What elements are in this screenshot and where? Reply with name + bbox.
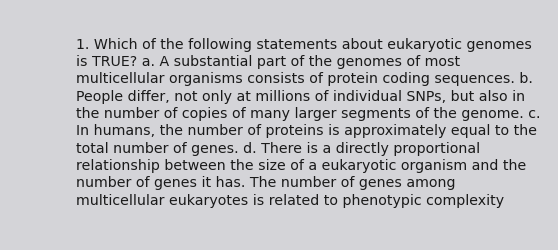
Text: the number of copies of many larger segments of the genome. c.: the number of copies of many larger segm… [76, 107, 541, 121]
Text: multicellular eukaryotes is related to phenotypic complexity: multicellular eukaryotes is related to p… [76, 193, 504, 207]
Text: multicellular organisms consists of protein coding sequences. b.: multicellular organisms consists of prot… [76, 72, 533, 86]
Text: 1. Which of the following statements about eukaryotic genomes: 1. Which of the following statements abo… [76, 38, 532, 52]
Text: total number of genes. d. There is a directly proportional: total number of genes. d. There is a dir… [76, 141, 480, 155]
Text: number of genes it has. The number of genes among: number of genes it has. The number of ge… [76, 176, 455, 190]
Text: People differ, not only at millions of individual SNPs, but also in: People differ, not only at millions of i… [76, 90, 525, 104]
Text: In humans, the number of proteins is approximately equal to the: In humans, the number of proteins is app… [76, 124, 537, 138]
Text: relationship between the size of a eukaryotic organism and the: relationship between the size of a eukar… [76, 158, 526, 172]
Text: is TRUE? a. A substantial part of the genomes of most: is TRUE? a. A substantial part of the ge… [76, 55, 460, 69]
